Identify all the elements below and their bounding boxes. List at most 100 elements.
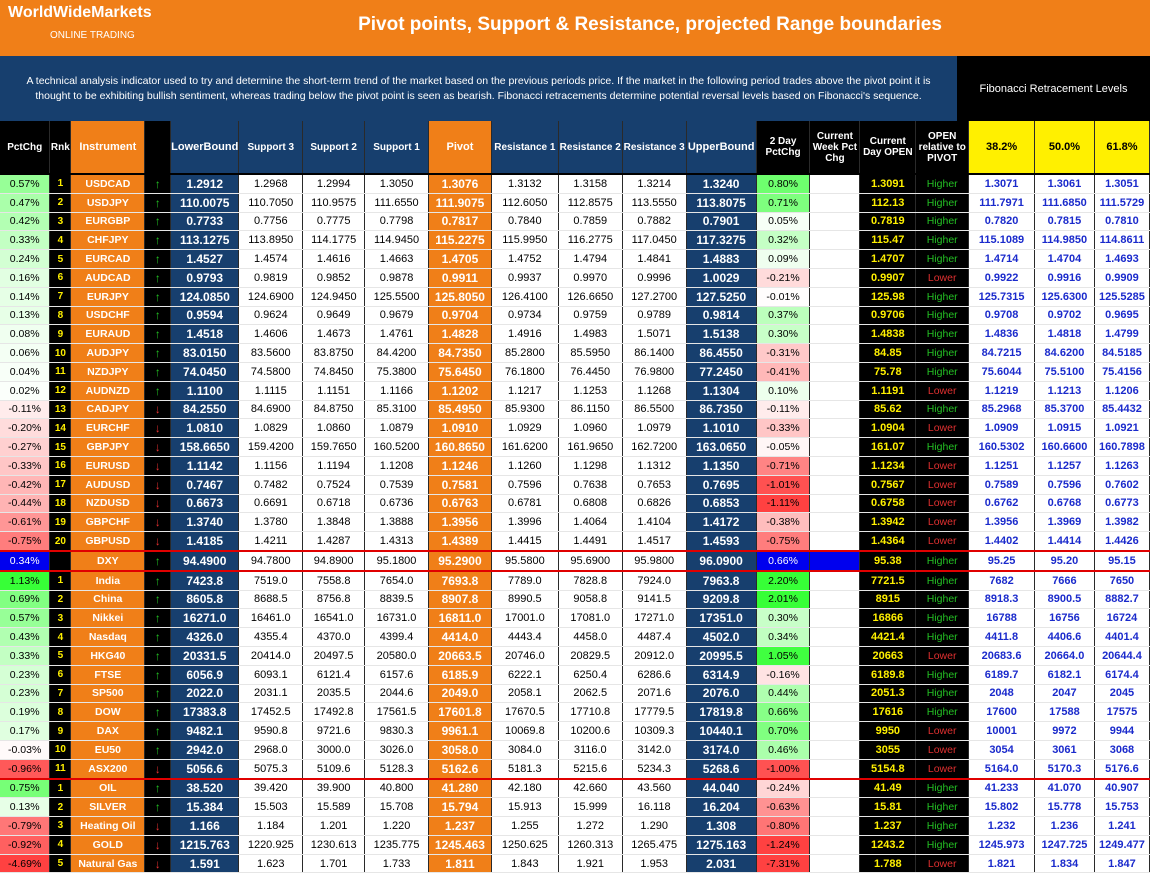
pivot-cell: 7693.8 bbox=[428, 570, 492, 591]
fib-382-cell: 111.7971 bbox=[968, 193, 1035, 213]
fib-500-cell: 7666 bbox=[1034, 570, 1095, 591]
support1-cell: 84.4200 bbox=[364, 343, 429, 363]
support2-cell: 4370.0 bbox=[302, 627, 366, 647]
resistance1-cell: 85.9300 bbox=[491, 400, 559, 420]
two-day-pct-cell: 0.66% bbox=[756, 702, 811, 723]
support3-cell: 1.184 bbox=[238, 816, 304, 836]
rank-cell: 16 bbox=[49, 456, 72, 476]
open-vs-pivot-cell: Lower bbox=[915, 475, 970, 495]
support3-cell: 2031.1 bbox=[238, 684, 304, 704]
pct-change-cell: 0.14% bbox=[0, 287, 51, 307]
lowerbound-cell: 1.591 bbox=[170, 854, 240, 873]
rank-cell: 14 bbox=[49, 418, 72, 439]
resistance1-cell: 1.3996 bbox=[491, 512, 559, 533]
instrument-cell: EURUSD bbox=[70, 456, 146, 476]
open-vs-pivot-cell: Higher bbox=[915, 400, 970, 420]
week-pct-cell bbox=[809, 549, 861, 572]
support3-cell: 1.2968 bbox=[238, 174, 304, 194]
rank-cell: 4 bbox=[49, 627, 72, 647]
upperbound-cell: 86.4550 bbox=[686, 343, 757, 363]
resistance3-cell: 5234.3 bbox=[622, 759, 687, 780]
support1-cell: 1.3888 bbox=[364, 512, 429, 533]
resistance2-cell: 1.1253 bbox=[558, 381, 623, 401]
pivot-cell: 5162.6 bbox=[428, 759, 492, 780]
week-pct-cell bbox=[809, 287, 861, 307]
lowerbound-cell: 9482.1 bbox=[170, 721, 240, 741]
fib-500-cell: 20664.0 bbox=[1034, 646, 1095, 666]
pivot-cell: 1.3076 bbox=[428, 174, 492, 194]
current-open-cell: 84.85 bbox=[859, 343, 917, 363]
support1-cell: 0.7798 bbox=[364, 212, 429, 232]
fib-618-cell: 0.9909 bbox=[1094, 268, 1150, 288]
resistance1-cell: 161.6200 bbox=[491, 437, 559, 457]
support2-cell: 1.4616 bbox=[302, 249, 366, 269]
support2-cell: 9721.6 bbox=[302, 721, 366, 741]
open-vs-pivot-cell: Higher bbox=[915, 343, 970, 363]
resistance3-cell: 43.560 bbox=[622, 777, 687, 799]
current-open-cell: 3055 bbox=[859, 740, 917, 760]
fib-500-cell: 4406.6 bbox=[1034, 627, 1095, 647]
support1-cell: 1.1208 bbox=[364, 456, 429, 476]
pct-change-cell: 0.42% bbox=[0, 212, 51, 232]
support2-cell: 15.589 bbox=[302, 797, 366, 818]
fib-500-cell: 75.5100 bbox=[1034, 362, 1095, 382]
resistance1-cell: 1250.625 bbox=[491, 835, 559, 855]
week-pct-cell bbox=[809, 343, 861, 363]
col-2day-pctchg: 2 Day PctChg bbox=[756, 121, 811, 175]
resistance2-cell: 112.8575 bbox=[558, 193, 623, 213]
week-pct-cell bbox=[809, 835, 861, 855]
current-open-cell: 95.38 bbox=[859, 549, 917, 572]
support3-cell: 1.1115 bbox=[238, 381, 304, 401]
support3-cell: 1.4211 bbox=[238, 531, 304, 552]
support1-cell: 85.3100 bbox=[364, 400, 429, 420]
open-vs-pivot-cell: Lower bbox=[915, 381, 970, 401]
arrow-down-icon: ↓ bbox=[144, 759, 172, 780]
resistance1-cell: 1.0929 bbox=[491, 418, 559, 439]
instrument-cell: DAX bbox=[70, 721, 146, 741]
lowerbound-cell: 2942.0 bbox=[170, 740, 240, 760]
two-day-pct-cell: -0.41% bbox=[756, 362, 811, 382]
rank-cell: 11 bbox=[49, 759, 72, 780]
open-vs-pivot-cell: Lower bbox=[915, 268, 970, 288]
resistance3-cell: 4487.4 bbox=[622, 627, 687, 647]
instrument-cell: DXY bbox=[70, 549, 146, 572]
current-open-cell: 41.49 bbox=[859, 777, 917, 799]
col-rank: Rnk bbox=[49, 121, 72, 175]
support2-cell: 1.0860 bbox=[302, 418, 366, 439]
rank-cell: 4 bbox=[49, 835, 72, 855]
rank-cell: 20 bbox=[49, 531, 72, 552]
resistance2-cell: 126.6650 bbox=[558, 287, 623, 307]
current-open-cell: 4421.4 bbox=[859, 627, 917, 647]
pivot-cell: 1.4705 bbox=[428, 249, 492, 269]
arrow-up-icon: ↑ bbox=[144, 268, 172, 288]
fib-618-cell: 1.1263 bbox=[1094, 456, 1150, 476]
resistance3-cell: 0.7882 bbox=[622, 212, 687, 232]
upperbound-cell: 96.0900 bbox=[686, 549, 757, 572]
support2-cell: 5109.6 bbox=[302, 759, 366, 780]
pct-change-cell: -0.96% bbox=[0, 759, 51, 780]
pct-change-cell: -0.33% bbox=[0, 456, 51, 476]
brand-logo: WorldWideMarkets bbox=[8, 4, 152, 21]
current-open-cell: 161.07 bbox=[859, 437, 917, 457]
fib-382-cell: 5164.0 bbox=[968, 759, 1035, 780]
upperbound-cell: 1.3240 bbox=[686, 174, 757, 194]
week-pct-cell bbox=[809, 570, 861, 591]
fib-618-cell: 0.7602 bbox=[1094, 475, 1150, 495]
week-pct-cell bbox=[809, 437, 861, 457]
pct-change-cell: 0.47% bbox=[0, 193, 51, 213]
fib-618-cell: 0.9695 bbox=[1094, 306, 1150, 326]
pct-change-cell: 0.57% bbox=[0, 174, 51, 194]
fib-382-cell: 4411.8 bbox=[968, 627, 1035, 647]
arrow-up-icon: ↑ bbox=[144, 381, 172, 401]
week-pct-cell bbox=[809, 777, 861, 799]
fib-500-cell: 1.236 bbox=[1034, 816, 1095, 836]
arrow-down-icon: ↓ bbox=[144, 456, 172, 476]
arrow-up-icon: ↑ bbox=[144, 193, 172, 213]
pivot-cell: 1.4828 bbox=[428, 324, 492, 345]
fib-382-cell: 0.6762 bbox=[968, 494, 1035, 514]
instrument-cell: OIL bbox=[70, 777, 146, 799]
resistance2-cell: 1.1298 bbox=[558, 456, 623, 476]
fib-500-cell: 0.6768 bbox=[1034, 494, 1095, 514]
instrument-cell: DOW bbox=[70, 702, 146, 723]
instrument-cell: EURGBP bbox=[70, 212, 146, 232]
